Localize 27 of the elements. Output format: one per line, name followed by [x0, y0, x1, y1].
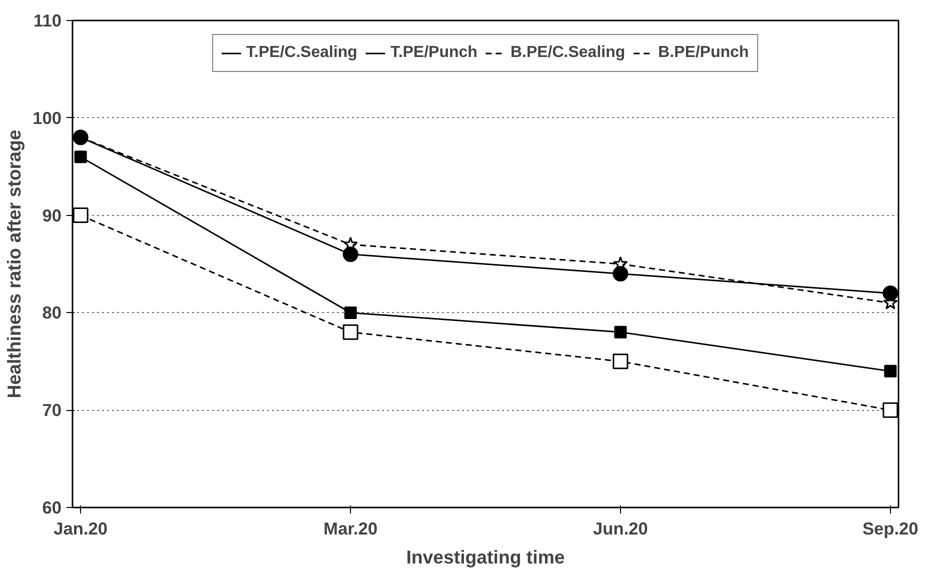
point: [882, 402, 898, 418]
y-tick-label: 90: [42, 205, 62, 226]
point: [72, 208, 88, 224]
y-tick-label: 80: [42, 302, 62, 323]
y-tick-label: 70: [42, 400, 62, 420]
legend-label: T.PE/C.Sealing: [246, 44, 358, 62]
legend-label: B.PE/C.Sealing: [510, 44, 626, 62]
y-tick-label: 110: [34, 10, 62, 30]
x-tick-label: Jan.20: [54, 518, 108, 538]
point: [612, 354, 628, 370]
point: [884, 364, 897, 378]
point: [74, 150, 87, 164]
y-tick-label: 60: [42, 498, 62, 518]
x-tick-label: Mar.20: [324, 518, 378, 538]
y-axis-title: Healthiness ratio after storage: [4, 130, 25, 398]
point: [882, 285, 898, 301]
point: [614, 326, 627, 338]
x-tick-label: Jun.20: [593, 518, 648, 538]
point: [342, 324, 358, 340]
y-tick-label: 100: [32, 108, 62, 128]
point: [342, 246, 358, 262]
point: [612, 266, 628, 282]
point: [344, 306, 357, 319]
legend-label: B.PE/Punch: [658, 44, 749, 62]
x-axis-title: Investigating time: [406, 546, 565, 568]
x-tick-label: Sep.20: [862, 518, 918, 538]
legend-label: T.PE/Punch: [390, 44, 478, 62]
